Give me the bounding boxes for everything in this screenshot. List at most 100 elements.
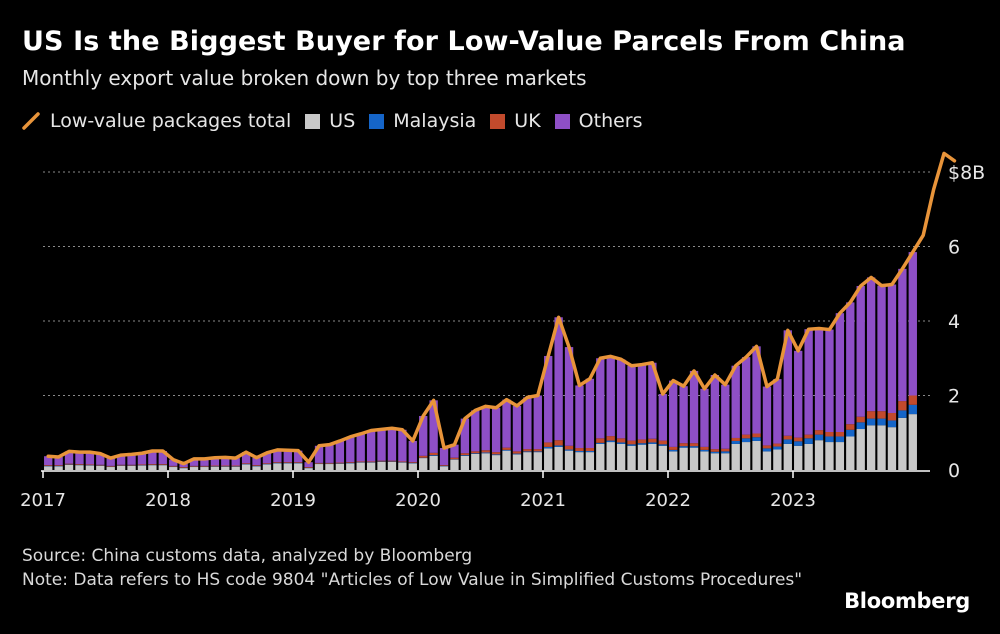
y-tick-label: $8B [948,162,985,184]
bar-us [877,425,886,470]
bar-uk [398,461,407,463]
x-tick-label: 2022 [645,490,691,511]
bar-others [773,379,782,444]
source-note: Source: China customs data, analyzed by … [22,546,473,566]
bar-us [669,451,678,470]
bar-uk [148,464,157,465]
bar-uk [700,446,709,450]
bar-others [54,456,63,466]
bar-others [346,436,355,463]
bar-us [481,453,490,470]
bar-us [283,463,292,470]
bar-others [783,330,792,436]
uk-swatch-icon [490,113,506,129]
bar-us [137,465,147,470]
legend-label-uk: UK [514,110,541,132]
bar-uk [554,440,563,446]
bar-us [596,443,605,470]
bar-others [210,457,220,466]
bar-us [325,464,334,470]
bar-uk [221,465,230,467]
bar-uk [752,433,761,438]
bar-us [294,463,303,470]
bar-uk [773,443,782,447]
bar-others [221,457,230,466]
bar-uk [471,451,480,454]
bar-us [835,442,845,470]
bar-others [294,450,303,463]
bar-uk [304,467,313,468]
bar-us [85,465,95,470]
bar-uk [627,440,636,445]
bar-us [700,451,709,470]
bar-malaysia [637,443,647,445]
bar-malaysia [856,422,865,430]
bar-malaysia [585,451,595,453]
bar-malaysia [804,438,813,444]
bar-uk [314,462,324,464]
bar-others [700,388,709,447]
bar-others [96,453,105,465]
bar-us [846,436,855,470]
bar-malaysia [658,444,667,446]
bar-malaysia [752,437,761,441]
bar-uk [294,462,303,463]
bar-uk [794,437,803,442]
bar-us [658,445,667,470]
bar-malaysia [825,436,834,443]
bar-us [189,467,199,470]
bar-malaysia [564,449,574,451]
bar-uk [502,447,511,450]
bar-uk [106,465,115,467]
others-swatch-icon [554,113,570,129]
bar-others [533,395,542,450]
bar-others [189,458,199,466]
bar-us [585,452,595,470]
bar-uk [585,448,595,452]
bar-us [689,447,699,470]
bar-us [575,452,584,470]
bar-us [544,448,553,470]
bar-others [304,462,313,468]
bar-others [116,455,126,465]
bar-others [814,328,824,431]
bar-uk [825,432,834,437]
bar-others [669,380,678,447]
bar-us [377,461,386,470]
bar-uk [158,464,167,465]
bar-us [398,462,407,470]
bar-us [304,468,313,470]
bar-uk [575,448,584,452]
bar-malaysia [835,436,845,443]
bar-us [64,464,74,470]
bar-others [44,456,53,466]
bar-others [398,429,407,462]
bar-us [366,462,376,470]
bar-others [200,458,209,466]
bar-us [44,466,53,470]
legend-label-others: Others [578,110,643,132]
bar-others [471,410,480,452]
bar-us [127,465,136,470]
bar-uk [127,464,136,466]
bar-others [523,397,532,450]
legend: Low-value packages total US Malaysia UK … [22,110,657,132]
bar-malaysia [596,442,605,444]
bar-us [887,427,897,470]
bar-uk [491,452,501,455]
bar-uk [481,450,490,453]
bar-uk [241,463,251,465]
bar-uk [169,465,178,467]
bar-us [710,453,720,470]
bar-malaysia [648,442,657,444]
bar-uk [85,464,95,466]
bar-us [512,454,522,470]
total-line [46,151,957,466]
bar-us [794,445,803,470]
bar-others [554,317,563,441]
bar-others [169,459,178,466]
bar-others [502,399,511,448]
bar-others [544,356,553,443]
bar-malaysia [606,440,615,443]
